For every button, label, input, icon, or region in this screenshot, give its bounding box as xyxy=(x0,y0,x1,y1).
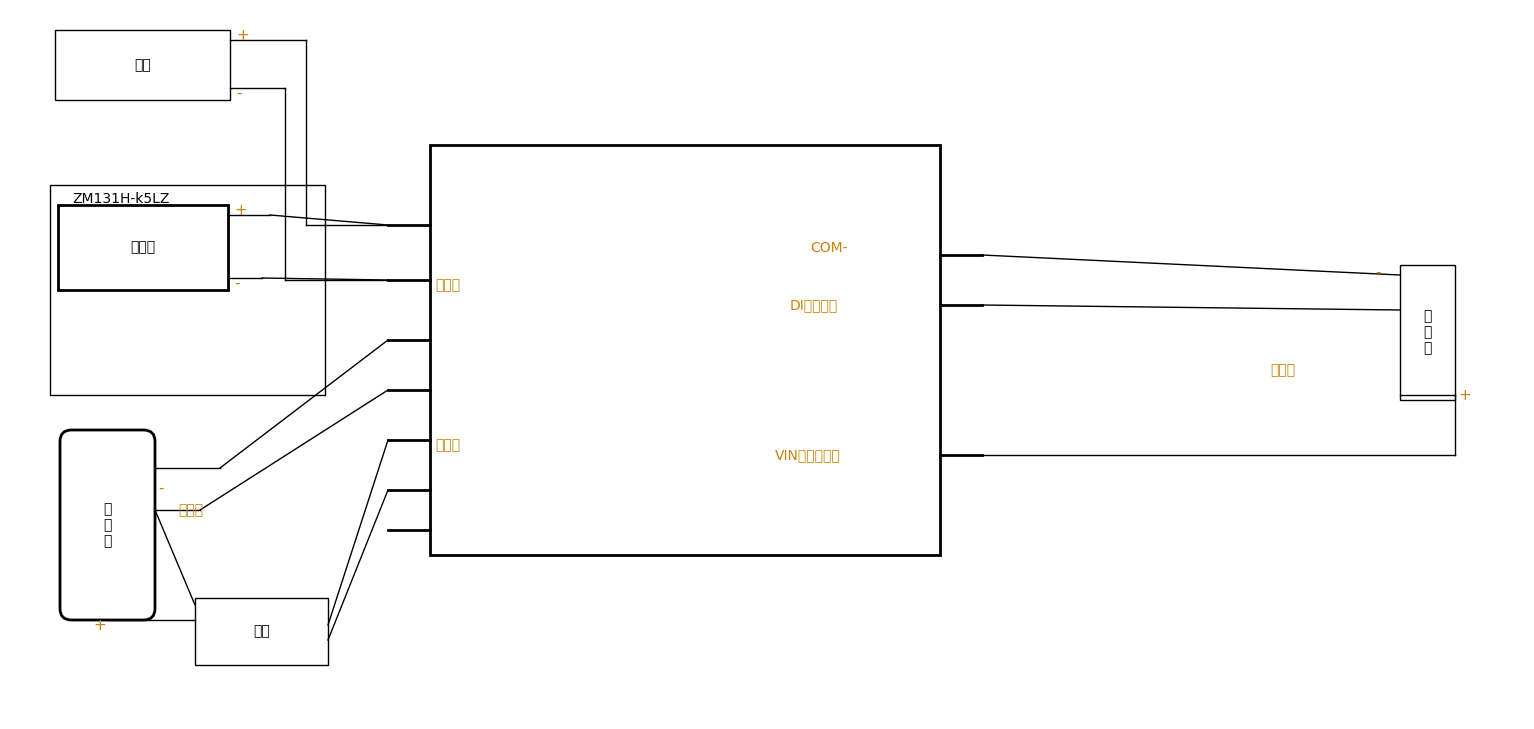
Text: COM-: COM- xyxy=(810,241,847,255)
Text: 信
号
灯: 信 号 灯 xyxy=(103,502,112,548)
Text: DI（输入）: DI（输入） xyxy=(790,298,838,312)
Text: +: + xyxy=(236,28,249,42)
Text: 公共端: 公共端 xyxy=(436,278,460,292)
Bar xyxy=(1401,265,1456,400)
FancyBboxPatch shape xyxy=(60,430,155,620)
Text: 信号线: 信号线 xyxy=(1270,363,1295,377)
Text: 公共端: 公共端 xyxy=(436,438,460,452)
Text: 信号线: 信号线 xyxy=(178,503,202,517)
Text: -: - xyxy=(158,480,164,496)
Text: -: - xyxy=(1376,265,1381,279)
Text: -: - xyxy=(236,85,241,101)
Text: 电磁阀: 电磁阀 xyxy=(130,241,155,254)
Text: VIN（电源正）: VIN（电源正） xyxy=(775,448,841,462)
Bar xyxy=(430,145,940,555)
Text: -: - xyxy=(235,276,239,290)
Text: +: + xyxy=(1457,388,1471,402)
Bar xyxy=(55,30,230,100)
Text: +: + xyxy=(94,618,106,634)
Bar xyxy=(58,205,229,290)
Text: 传
感
器: 传 感 器 xyxy=(1424,309,1431,356)
Text: +: + xyxy=(235,203,247,217)
Text: ZM131H-k5LZ: ZM131H-k5LZ xyxy=(72,192,169,206)
Bar xyxy=(51,185,325,395)
Text: 电源: 电源 xyxy=(133,58,150,72)
Text: 电源: 电源 xyxy=(253,625,270,639)
Bar xyxy=(195,598,328,665)
